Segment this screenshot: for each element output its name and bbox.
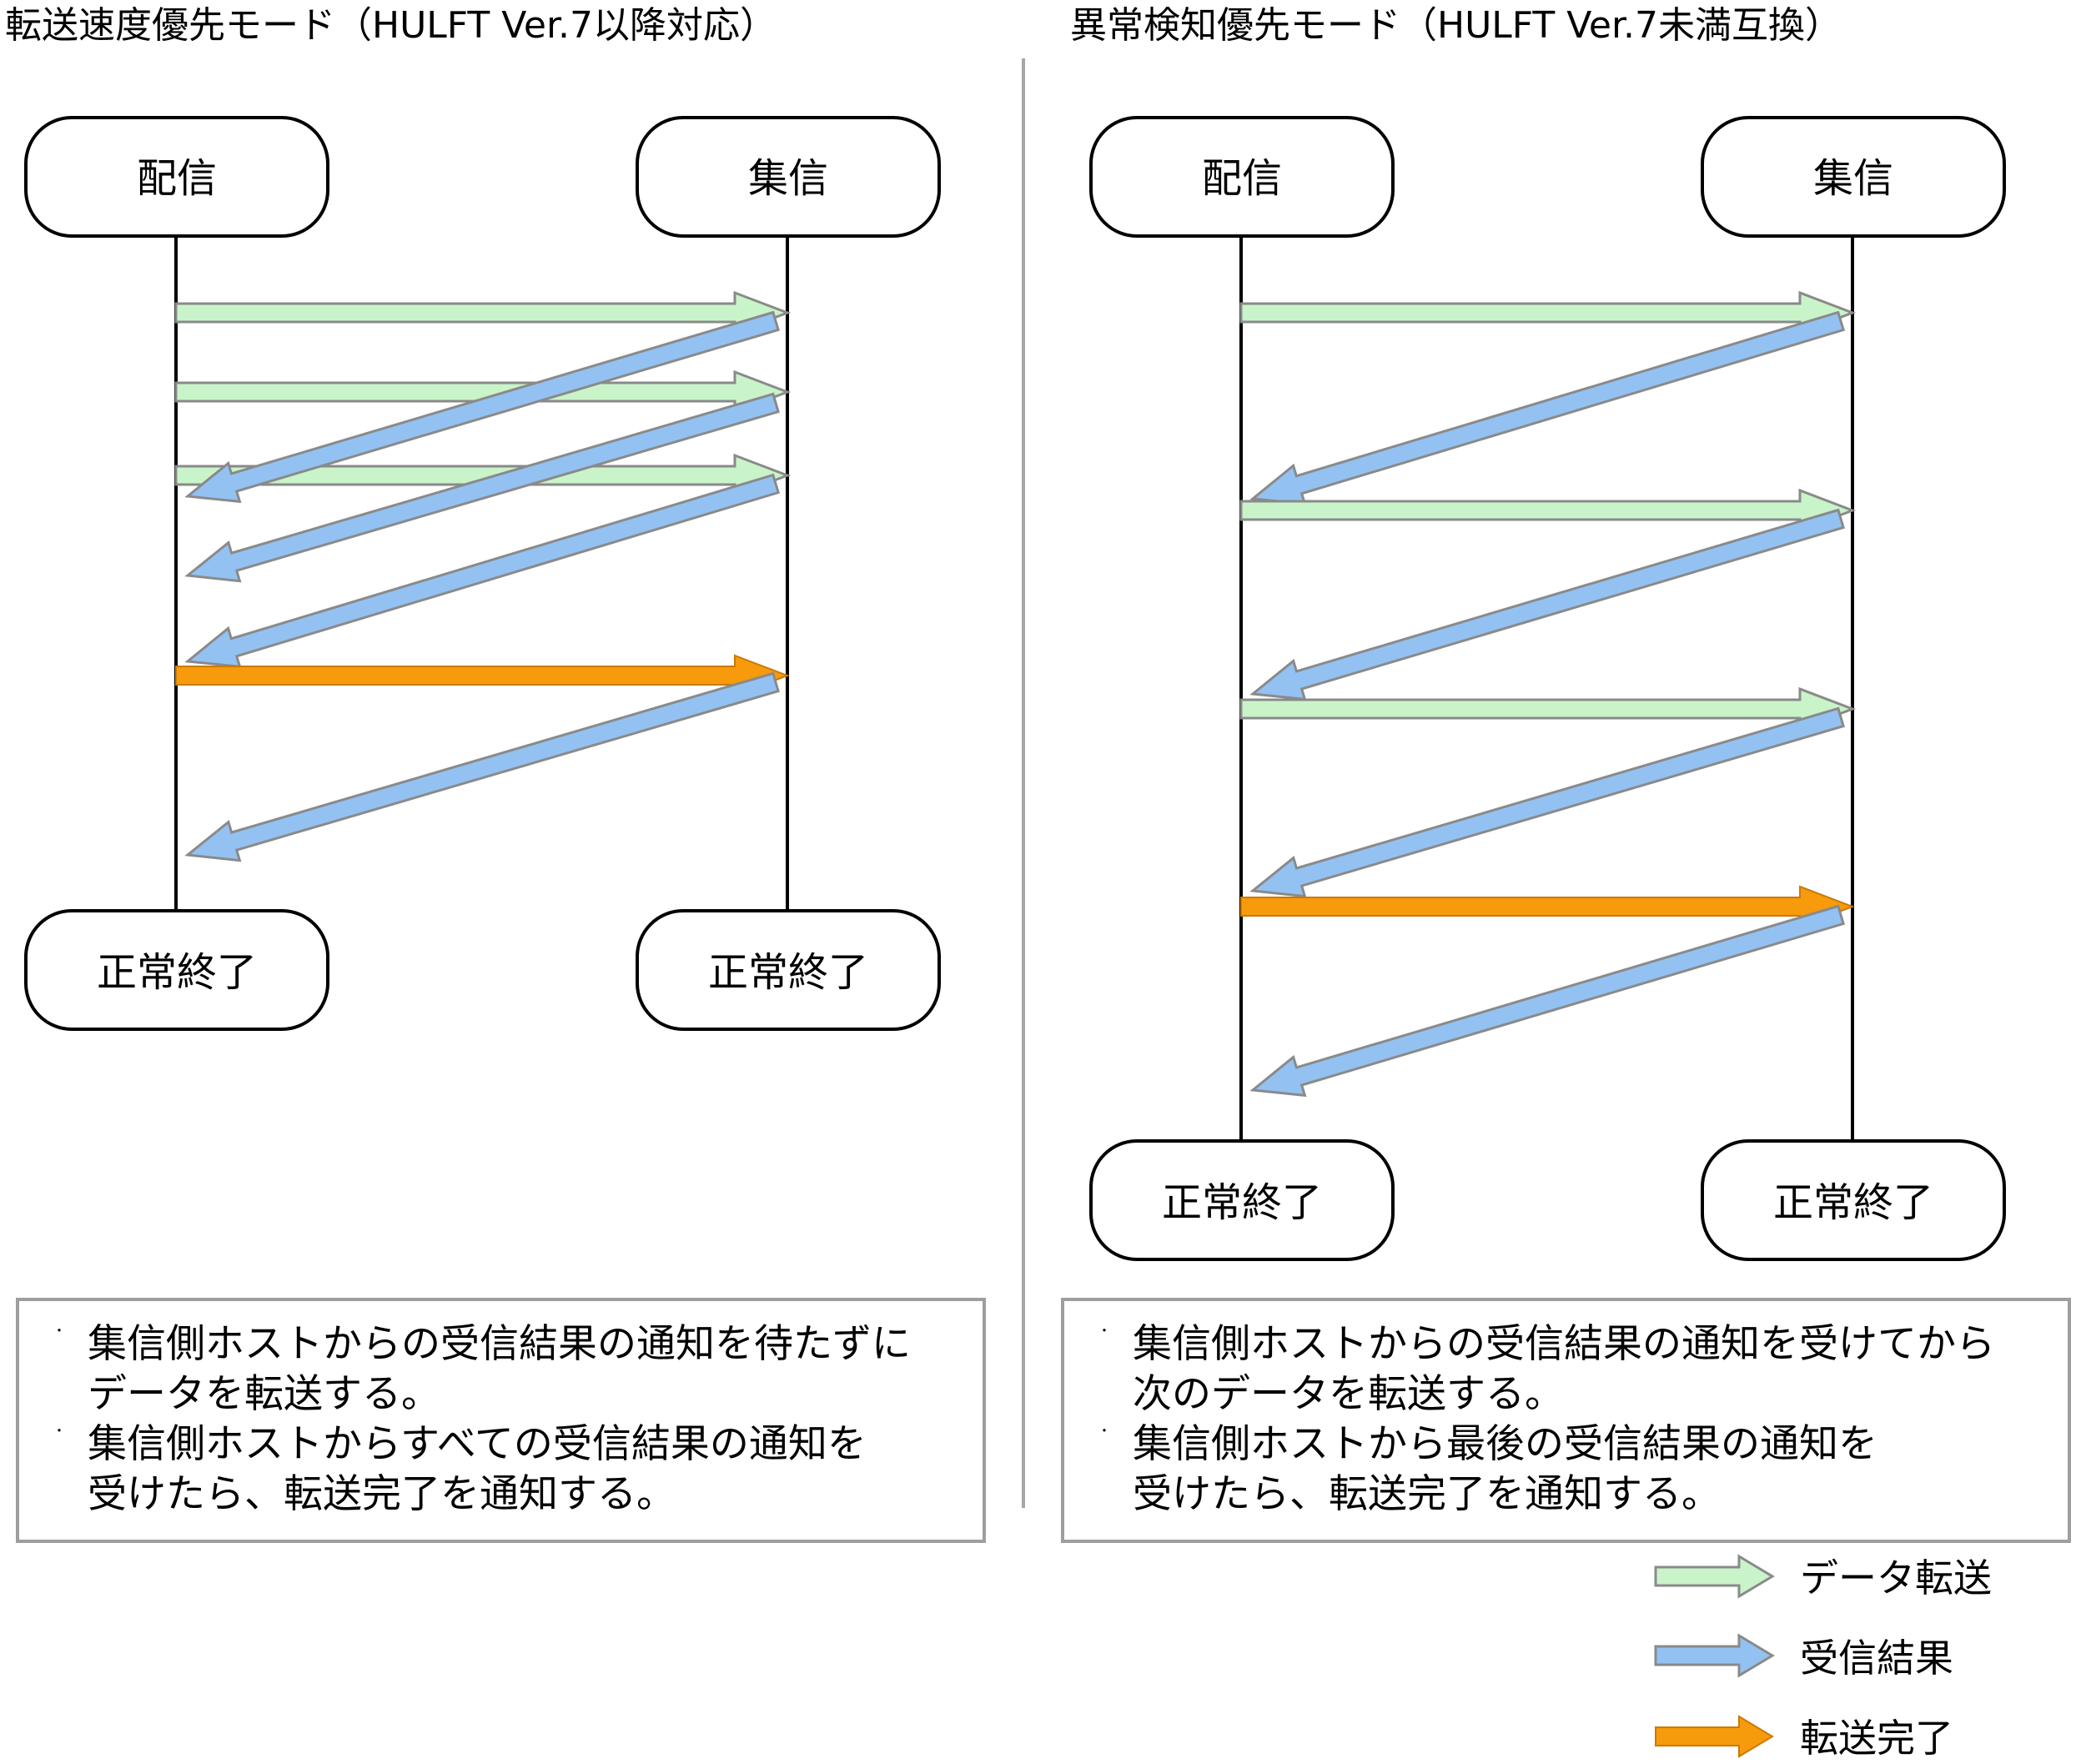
left-receiver-end-node: 正常終了 bbox=[636, 909, 941, 1031]
left-note-2: ・ 集信側ホストからすべての受信結果の通知を 受けたら、転送完了を通知する。 bbox=[53, 1420, 966, 1520]
right-note-2-bullet: ・ bbox=[1098, 1423, 1112, 1439]
right-note-1-bullet: ・ bbox=[1098, 1323, 1112, 1339]
right-note-2-line-2: 受けたら、転送完了を通知する。 bbox=[1133, 1471, 1721, 1517]
right-sender-end-node: 正常終了 bbox=[1089, 1139, 1395, 1261]
legend-label-complete: 転送完了 bbox=[1800, 1716, 1953, 1761]
left-note-2-bullet: ・ bbox=[53, 1423, 67, 1439]
legend-label-data: データ転送 bbox=[1800, 1555, 1992, 1601]
left-sender-end-node: 正常終了 bbox=[24, 909, 329, 1031]
left-note-1-bullet: ・ bbox=[53, 1323, 67, 1339]
right-receiver-end-node: 正常終了 bbox=[1701, 1139, 2006, 1261]
right-receiver-end-label: 正常終了 bbox=[1773, 1179, 1933, 1226]
right-data-arrow-3 bbox=[1239, 686, 1857, 731]
right-message-arrows bbox=[1239, 290, 1857, 1098]
left-notes-box: ・ 集信側ホストからの受信結果の通知を待たずに データを転送する。 ・ 集信側ホ… bbox=[16, 1298, 986, 1543]
right-complete-arrow bbox=[1240, 885, 1855, 928]
right-note-1: ・ 集信側ホストからの受信結果の通知を受けてから 次のデータを転送する。 bbox=[1098, 1319, 2051, 1420]
left-receiver-label: 集信 bbox=[748, 155, 828, 202]
left-note-1: ・ 集信側ホストからの受信結果の通知を待たずに データを転送する。 bbox=[53, 1319, 966, 1420]
left-receiver-node: 集信 bbox=[636, 116, 941, 238]
legend-complete-arrow-icon bbox=[1655, 1715, 1774, 1758]
left-note-2-line-2: 受けたら、転送完了を通知する。 bbox=[88, 1471, 676, 1517]
left-panel-title: 転送速度優先モード（HULFT Ver.7以降対応） bbox=[5, 4, 777, 47]
left-complete-arrow bbox=[175, 654, 790, 697]
left-note-1-line-2: データを転送する。 bbox=[88, 1371, 440, 1417]
right-data-arrow-1 bbox=[1239, 290, 1857, 335]
left-note-2-line-1: 集信側ホストからすべての受信結果の通知を bbox=[88, 1421, 867, 1467]
legend-result-arrow-icon bbox=[1654, 1633, 1775, 1678]
left-data-arrow-1 bbox=[174, 290, 792, 335]
right-result-arrow-1 bbox=[1249, 310, 1846, 505]
right-note-2-line-1: 集信側ホストから最後の受信結果の通知を bbox=[1133, 1421, 1877, 1467]
left-result-arrow-1 bbox=[184, 310, 780, 504]
right-sender-label: 配信 bbox=[1202, 155, 1282, 202]
right-note-1-line-2: 次のデータを転送する。 bbox=[1133, 1371, 1564, 1417]
left-sender-end-label: 正常終了 bbox=[97, 949, 257, 996]
right-receiver-label: 集信 bbox=[1813, 155, 1893, 202]
left-message-arrows bbox=[174, 290, 792, 862]
left-result-arrow-2 bbox=[184, 392, 780, 583]
right-result-arrow-4 bbox=[1249, 904, 1845, 1098]
right-note-1-line-1: 集信側ホストからの受信結果の通知を受けてから bbox=[1133, 1321, 1995, 1367]
left-receiver-end-label: 正常終了 bbox=[708, 949, 868, 996]
left-sender-node: 配信 bbox=[24, 116, 329, 238]
right-sender-end-label: 正常終了 bbox=[1162, 1179, 1322, 1226]
right-receiver-node: 集信 bbox=[1701, 116, 2006, 238]
right-note-2: ・ 集信側ホストから最後の受信結果の通知を 受けたら、転送完了を通知する。 bbox=[1098, 1420, 2051, 1520]
left-result-arrow-3 bbox=[184, 473, 781, 668]
legend-label-result: 受信結果 bbox=[1800, 1636, 1953, 1681]
right-result-arrow-2 bbox=[1249, 508, 1845, 701]
right-data-arrow-2 bbox=[1239, 488, 1857, 533]
right-result-arrow-3 bbox=[1249, 706, 1845, 898]
left-sender-label: 配信 bbox=[137, 155, 217, 202]
left-note-1-line-1: 集信側ホストからの受信結果の通知を待たずに bbox=[88, 1321, 911, 1367]
legend-data-arrow-icon bbox=[1654, 1554, 1775, 1599]
left-result-arrow-4 bbox=[184, 671, 780, 862]
legend-arrows bbox=[1654, 1554, 1775, 1758]
right-panel-title: 異常検知優先モード（HULFT Ver.7未満互換） bbox=[1070, 4, 1842, 47]
left-data-arrow-2 bbox=[174, 369, 792, 415]
right-sender-node: 配信 bbox=[1089, 116, 1395, 238]
right-notes-box: ・ 集信側ホストからの受信結果の通知を受けてから 次のデータを転送する。 ・ 集… bbox=[1061, 1298, 2071, 1543]
